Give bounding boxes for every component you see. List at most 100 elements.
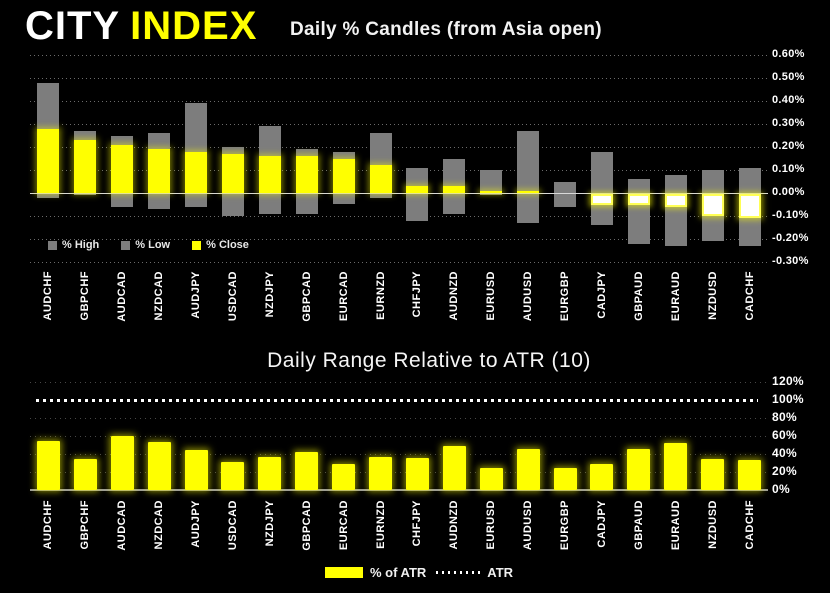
x-axis-label-EURGBP: EURGBP <box>559 500 572 551</box>
x-axis-label-GBPCHF: GBPCHF <box>79 500 92 550</box>
x-axis-label-CADCHF: CADCHF <box>743 271 756 321</box>
x-axis-label-GBPAUD: GBPAUD <box>632 500 645 550</box>
gridline-120% <box>30 382 768 383</box>
gridline-80% <box>30 418 768 419</box>
y-tick-label-0.20%: 0.20% <box>772 140 805 152</box>
city-index-logo: CITY INDEX <box>25 4 257 49</box>
y-tick-label-20%: 20% <box>772 464 797 478</box>
gridline-0.30% <box>30 124 768 125</box>
atr-bar-EURNZD <box>369 456 393 490</box>
atr-bar-EURUSD <box>479 467 503 490</box>
range-bar-EURAUD <box>664 174 687 246</box>
legend-item-pct-of-atr: % of ATR <box>324 565 426 580</box>
gridline--0.10% <box>30 216 768 217</box>
y-tick-label-0%: 0% <box>772 482 790 496</box>
high-swatch-icon <box>48 240 57 250</box>
gridline-40% <box>30 454 768 455</box>
y-tick-label-0.50%: 0.50% <box>772 71 805 83</box>
gridline-0.00% <box>30 193 768 194</box>
x-axis-label-AUDCHF: AUDCHF <box>42 271 55 321</box>
atr-bar-AUDNZD <box>442 445 466 490</box>
x-axis-label-EURAUD: EURAUD <box>669 271 682 322</box>
x-axis-label-EURAUD: EURAUD <box>669 500 682 551</box>
y-tick-label-0.60%: 0.60% <box>772 48 805 60</box>
candles-chart-y-axis: 0.60% 0.50% 0.40% 0.30% 0.20% 0.10% 0.00% -0.10… <box>772 0 830 593</box>
x-axis-label-EURUSD: EURUSD <box>485 271 498 321</box>
atr-bar-AUDCAD <box>110 436 134 490</box>
candles-legend: % High % Low % Close <box>48 239 249 251</box>
candles-chart-gridlines <box>30 55 768 264</box>
atr-bar-AUDJPY <box>184 449 208 490</box>
atr-bar-AUDUSD <box>516 448 540 490</box>
gridline-0.50% <box>30 78 768 79</box>
x-axis-label-AUDNZD: AUDNZD <box>448 500 461 550</box>
legend-item-high: % High <box>48 239 99 251</box>
x-axis-label-AUDCHF: AUDCHF <box>42 500 55 550</box>
x-axis-label-AUDCAD: AUDCAD <box>116 500 129 551</box>
atr-bar-CADJPY <box>590 463 614 490</box>
gridline-20% <box>30 472 768 473</box>
x-axis-label-AUDJPY: AUDJPY <box>190 500 203 548</box>
y-tick-label--0.30%: -0.30% <box>772 255 809 267</box>
x-axis-label-AUDCAD: AUDCAD <box>116 271 129 322</box>
x-axis-label-NZDUSD: NZDUSD <box>706 271 719 320</box>
atr-chart-gridlines <box>30 382 768 493</box>
close-bar-CADCHF <box>738 194 761 219</box>
atr-bar-NZDJPY <box>258 456 282 490</box>
x-axis-label-AUDUSD: AUDUSD <box>522 500 535 551</box>
y-tick-label-0.30%: 0.30% <box>772 117 805 129</box>
atr-dotted-line-icon <box>436 571 481 574</box>
gridline-60% <box>30 436 768 437</box>
logo-index-text: INDEX <box>130 4 258 48</box>
y-tick-label-80%: 80% <box>772 410 797 424</box>
gridline-0.60% <box>30 55 768 56</box>
x-axis-label-NZDJPY: NZDJPY <box>263 271 276 318</box>
x-axis-label-USDCAD: USDCAD <box>226 271 239 322</box>
close-bar-NZDUSD <box>701 194 724 216</box>
y-tick-label-120%: 120% <box>772 374 804 388</box>
close-bar-AUDNZD <box>443 186 466 193</box>
y-tick-label-0.10%: 0.10% <box>772 163 805 175</box>
atr-chart-plot <box>30 382 768 493</box>
atr-chart-title: Daily Range Relative to ATR (10) <box>267 349 591 372</box>
close-bar-CADJPY <box>590 194 613 205</box>
y-tick-label--0.10%: -0.10% <box>772 209 809 221</box>
x-axis-label-NZDJPY: NZDJPY <box>263 500 276 547</box>
gridline-0.10% <box>30 170 768 171</box>
atr-chart-x-axis: AUDCHF GBPCHF AUDCAD NZDCAD AUDJPY USDCAD NZDJ… <box>30 498 768 564</box>
x-axis-label-EURUSD: EURUSD <box>485 500 498 550</box>
close-bar-AUDJPY <box>185 151 208 193</box>
x-axis-label-CHFJPY: CHFJPY <box>411 500 424 547</box>
y-tick-label-0.40%: 0.40% <box>772 94 805 106</box>
candles-chart-title: Daily % Candles (from Asia open) <box>290 19 602 40</box>
close-bar-GBPCAD <box>295 156 318 193</box>
atr-legend: % of ATR ATR <box>30 565 808 580</box>
close-bar-USDCAD <box>221 153 244 193</box>
atr-bar-EURCAD <box>332 463 356 490</box>
x-axis-label-GBPAUD: GBPAUD <box>632 271 645 321</box>
legend-label-close: % Close <box>206 239 249 251</box>
x-axis-baseline <box>30 489 768 491</box>
close-bar-NZDJPY <box>258 156 281 193</box>
x-axis-label-NZDCAD: NZDCAD <box>153 500 166 550</box>
legend-label-low: % Low <box>135 239 171 251</box>
atr-bar-GBPCAD <box>295 452 319 490</box>
gridline--0.20% <box>30 239 768 240</box>
close-bar-GBPCHF <box>74 140 97 193</box>
x-axis-label-CADJPY: CADJPY <box>595 271 608 319</box>
close-bar-NZDCAD <box>148 149 171 193</box>
atr-bar-USDCAD <box>221 462 245 490</box>
x-axis-label-EURNZD: EURNZD <box>374 271 387 320</box>
x-axis-label-NZDUSD: NZDUSD <box>706 500 719 549</box>
x-axis-label-NZDCAD: NZDCAD <box>153 271 166 321</box>
candles-chart-x-axis: AUDCHF GBPCHF AUDCAD NZDCAD AUDJPY USDCAD NZDJ… <box>30 268 768 334</box>
close-bar-EURCAD <box>332 158 355 193</box>
atr-bar-EURAUD <box>664 443 688 490</box>
close-bar-EURUSD <box>480 190 503 193</box>
x-axis-label-EURNZD: EURNZD <box>374 500 387 549</box>
x-axis-label-GBPCAD: GBPCAD <box>300 500 313 551</box>
y-tick-label-0.00%: 0.00% <box>772 186 805 198</box>
close-bar-AUDCAD <box>111 144 134 193</box>
x-axis-label-EURCAD: EURCAD <box>337 271 350 322</box>
